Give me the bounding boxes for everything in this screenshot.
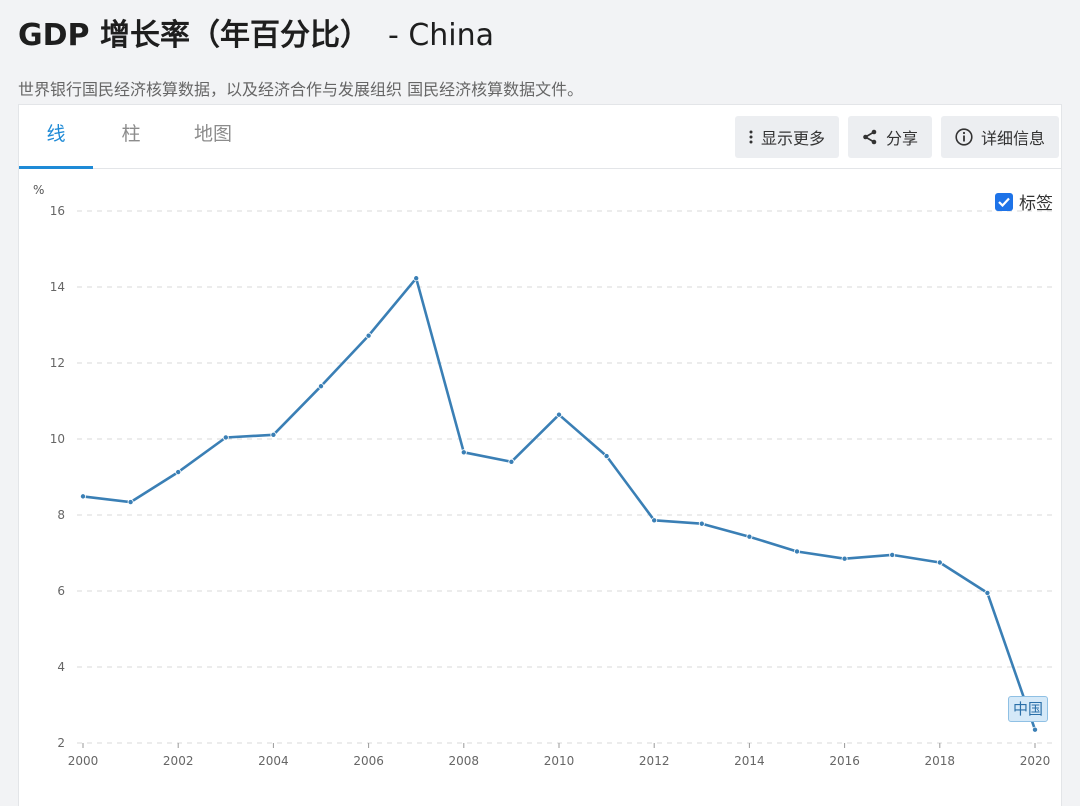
x-tick-label: 2018 <box>925 754 956 768</box>
data-point <box>984 589 991 596</box>
share-label: 分享 <box>885 129 918 148</box>
tab-bar-chart[interactable]: 柱 <box>121 123 141 145</box>
data-point <box>936 559 943 566</box>
page-title: GDP 增长率（年百分比） - China <box>18 10 494 54</box>
more-vertical-icon <box>749 130 753 144</box>
share-button[interactable]: 分享 <box>847 116 932 158</box>
x-tick-label: 2016 <box>829 754 860 768</box>
title-main: GDP 增长率（年百分比） <box>18 18 370 53</box>
data-point <box>746 533 753 540</box>
title-suffix: - China <box>387 18 495 53</box>
tab-line[interactable]: 线 <box>19 105 93 169</box>
data-point <box>460 449 467 456</box>
line-chart: % 2 4 6 8 10 12 14 16 2000 2002 2004 2006 2008 2010 201… <box>33 183 1055 768</box>
tab-bar: 线 柱 地图 显示更多 分享 详细信息 <box>19 105 1061 169</box>
details-label: 详细信息 <box>980 129 1045 148</box>
x-tick-label: 2006 <box>353 754 384 768</box>
x-tick-label: 2002 <box>163 754 194 768</box>
x-tick-label: 2000 <box>68 754 99 768</box>
checkmark-icon <box>998 197 1010 207</box>
labels-toggle-label: 标签 <box>1019 194 1053 214</box>
x-tick-label: 2008 <box>449 754 480 768</box>
y-axis-unit-label: % <box>33 183 44 197</box>
labels-checkbox[interactable] <box>995 192 1013 211</box>
x-tick-label: 2004 <box>258 754 289 768</box>
x-tick-label: 2014 <box>734 754 765 768</box>
data-point <box>508 458 515 465</box>
series-flag-label: 中国 <box>1008 696 1049 722</box>
labels-toggle[interactable]: 标签 <box>995 189 1053 214</box>
share-icon <box>863 129 877 145</box>
data-point <box>1032 726 1039 733</box>
y-tick-label: 10 <box>50 432 65 446</box>
y-tick-label: 2 <box>57 736 65 750</box>
data-point <box>841 555 848 562</box>
y-tick-label: 14 <box>50 280 65 294</box>
data-point <box>698 520 705 527</box>
data-point <box>127 499 134 506</box>
y-tick-label: 12 <box>50 356 65 370</box>
data-point <box>556 411 563 418</box>
show-more-button[interactable]: 显示更多 <box>734 116 839 158</box>
data-point <box>270 431 277 438</box>
x-tick-label: 2020 <box>1020 754 1051 768</box>
data-point <box>222 434 229 441</box>
data-point <box>317 383 324 390</box>
data-point <box>603 453 610 460</box>
data-point <box>175 469 182 476</box>
toolbar-actions: 显示更多 分享 详细信息 <box>734 116 1059 158</box>
source-note: 世界银行国民经济核算数据，以及经济合作与发展组织 国民经济核算数据文件。 <box>18 80 584 99</box>
data-point <box>794 548 801 555</box>
tab-map[interactable]: 地图 <box>193 123 232 145</box>
x-tick-label: 2010 <box>544 754 575 768</box>
data-point <box>889 551 896 558</box>
details-button[interactable]: 详细信息 <box>940 116 1059 158</box>
data-point <box>365 332 372 339</box>
info-icon <box>955 128 973 146</box>
y-tick-label: 8 <box>57 508 65 522</box>
data-point <box>413 275 420 282</box>
series-line <box>82 277 1037 731</box>
y-tick-label: 4 <box>57 660 65 674</box>
x-tick-label: 2012 <box>639 754 670 768</box>
data-point <box>80 493 87 500</box>
data-point <box>651 517 658 524</box>
chart-panel: 线 柱 地图 显示更多 分享 详细信息 % 2 4 6 8 10 12 14 16 2000 200… <box>18 104 1062 806</box>
y-tick-label: 16 <box>50 204 65 218</box>
show-more-label: 显示更多 <box>760 129 825 148</box>
y-tick-label: 6 <box>57 584 65 598</box>
